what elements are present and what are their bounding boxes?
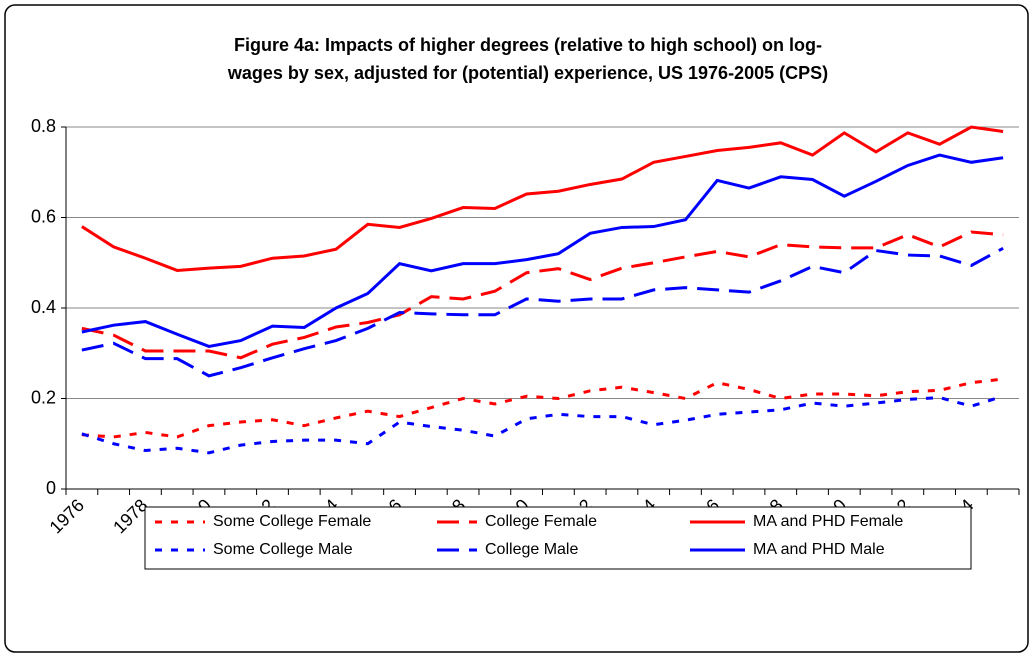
y-tick-label: 0.2 — [31, 387, 56, 407]
chart-border — [4, 4, 1029, 653]
chart-title: wages by sex, adjusted for (potential) e… — [227, 63, 828, 83]
y-tick-label: 0.8 — [31, 116, 56, 136]
series-line — [81, 394, 1004, 455]
legend-label: Some College Female — [213, 513, 371, 530]
legend-label: MA and PHD Female — [753, 513, 903, 530]
legend-label: Some College Male — [213, 541, 353, 558]
chart-title: Figure 4a: Impacts of higher degrees (re… — [234, 35, 822, 55]
legend-label: College Female — [485, 513, 597, 530]
legend-box — [144, 506, 972, 570]
legend-label: MA and PHD Male — [753, 541, 885, 558]
legend-label: College Male — [485, 541, 578, 558]
y-tick-label: 0.6 — [31, 206, 56, 226]
series-line — [81, 153, 1004, 349]
y-tick-label: 0.4 — [31, 297, 56, 317]
y-tick-label: 0 — [46, 478, 56, 498]
series-line — [81, 125, 1004, 272]
series-line — [81, 246, 1004, 378]
series-line — [81, 377, 1004, 439]
series-line — [81, 230, 1004, 360]
